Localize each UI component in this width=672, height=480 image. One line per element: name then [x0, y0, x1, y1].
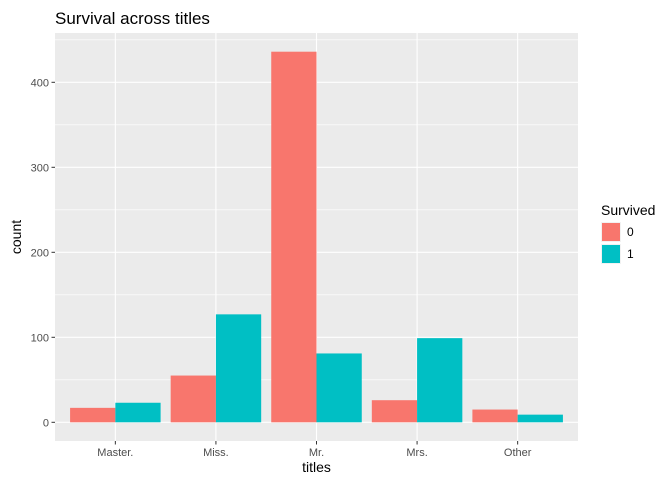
y-tick-label: 400 — [31, 77, 49, 89]
x-tick-label: Other — [504, 447, 532, 459]
x-tick-label: Master. — [97, 447, 133, 459]
chart-title: Survival across titles — [55, 9, 210, 28]
bars — [70, 51, 563, 423]
x-tick-label: Miss. — [203, 447, 229, 459]
bar-mrs-survived-1 — [417, 338, 463, 423]
x-tick-label: Mrs. — [406, 447, 427, 459]
legend-label-1: 1 — [627, 247, 634, 261]
legend-title: Survived — [601, 202, 655, 218]
y-axis-ticks: 0 100 200 300 400 — [31, 77, 55, 429]
y-tick-label: 100 — [31, 332, 49, 344]
y-axis-title: count — [8, 220, 24, 254]
bar-mr-survived-0 — [271, 51, 317, 423]
bar-other-survived-0 — [472, 409, 518, 423]
y-tick-label: 300 — [31, 162, 49, 174]
bar-mrs-survived-0 — [371, 400, 418, 423]
legend-key-0 — [602, 223, 620, 241]
bar-other-survived-1 — [517, 414, 563, 423]
x-tick-label: Mr. — [309, 447, 324, 459]
y-tick-label: 200 — [31, 247, 49, 259]
bar-miss-survived-0 — [170, 375, 216, 423]
x-axis-title: titles — [302, 459, 331, 475]
x-axis-ticks: Master. Miss. Mr. Mrs. Other — [97, 441, 532, 459]
legend-key-1 — [602, 245, 620, 263]
bar-master-survived-0 — [70, 407, 116, 423]
bar-miss-survived-1 — [215, 314, 262, 423]
bar-master-survived-1 — [115, 402, 161, 423]
y-tick-label: 0 — [43, 417, 49, 429]
legend-label-0: 0 — [627, 225, 634, 239]
legend: Survived 0 1 — [601, 202, 655, 264]
bar-mr-survived-1 — [316, 353, 362, 423]
